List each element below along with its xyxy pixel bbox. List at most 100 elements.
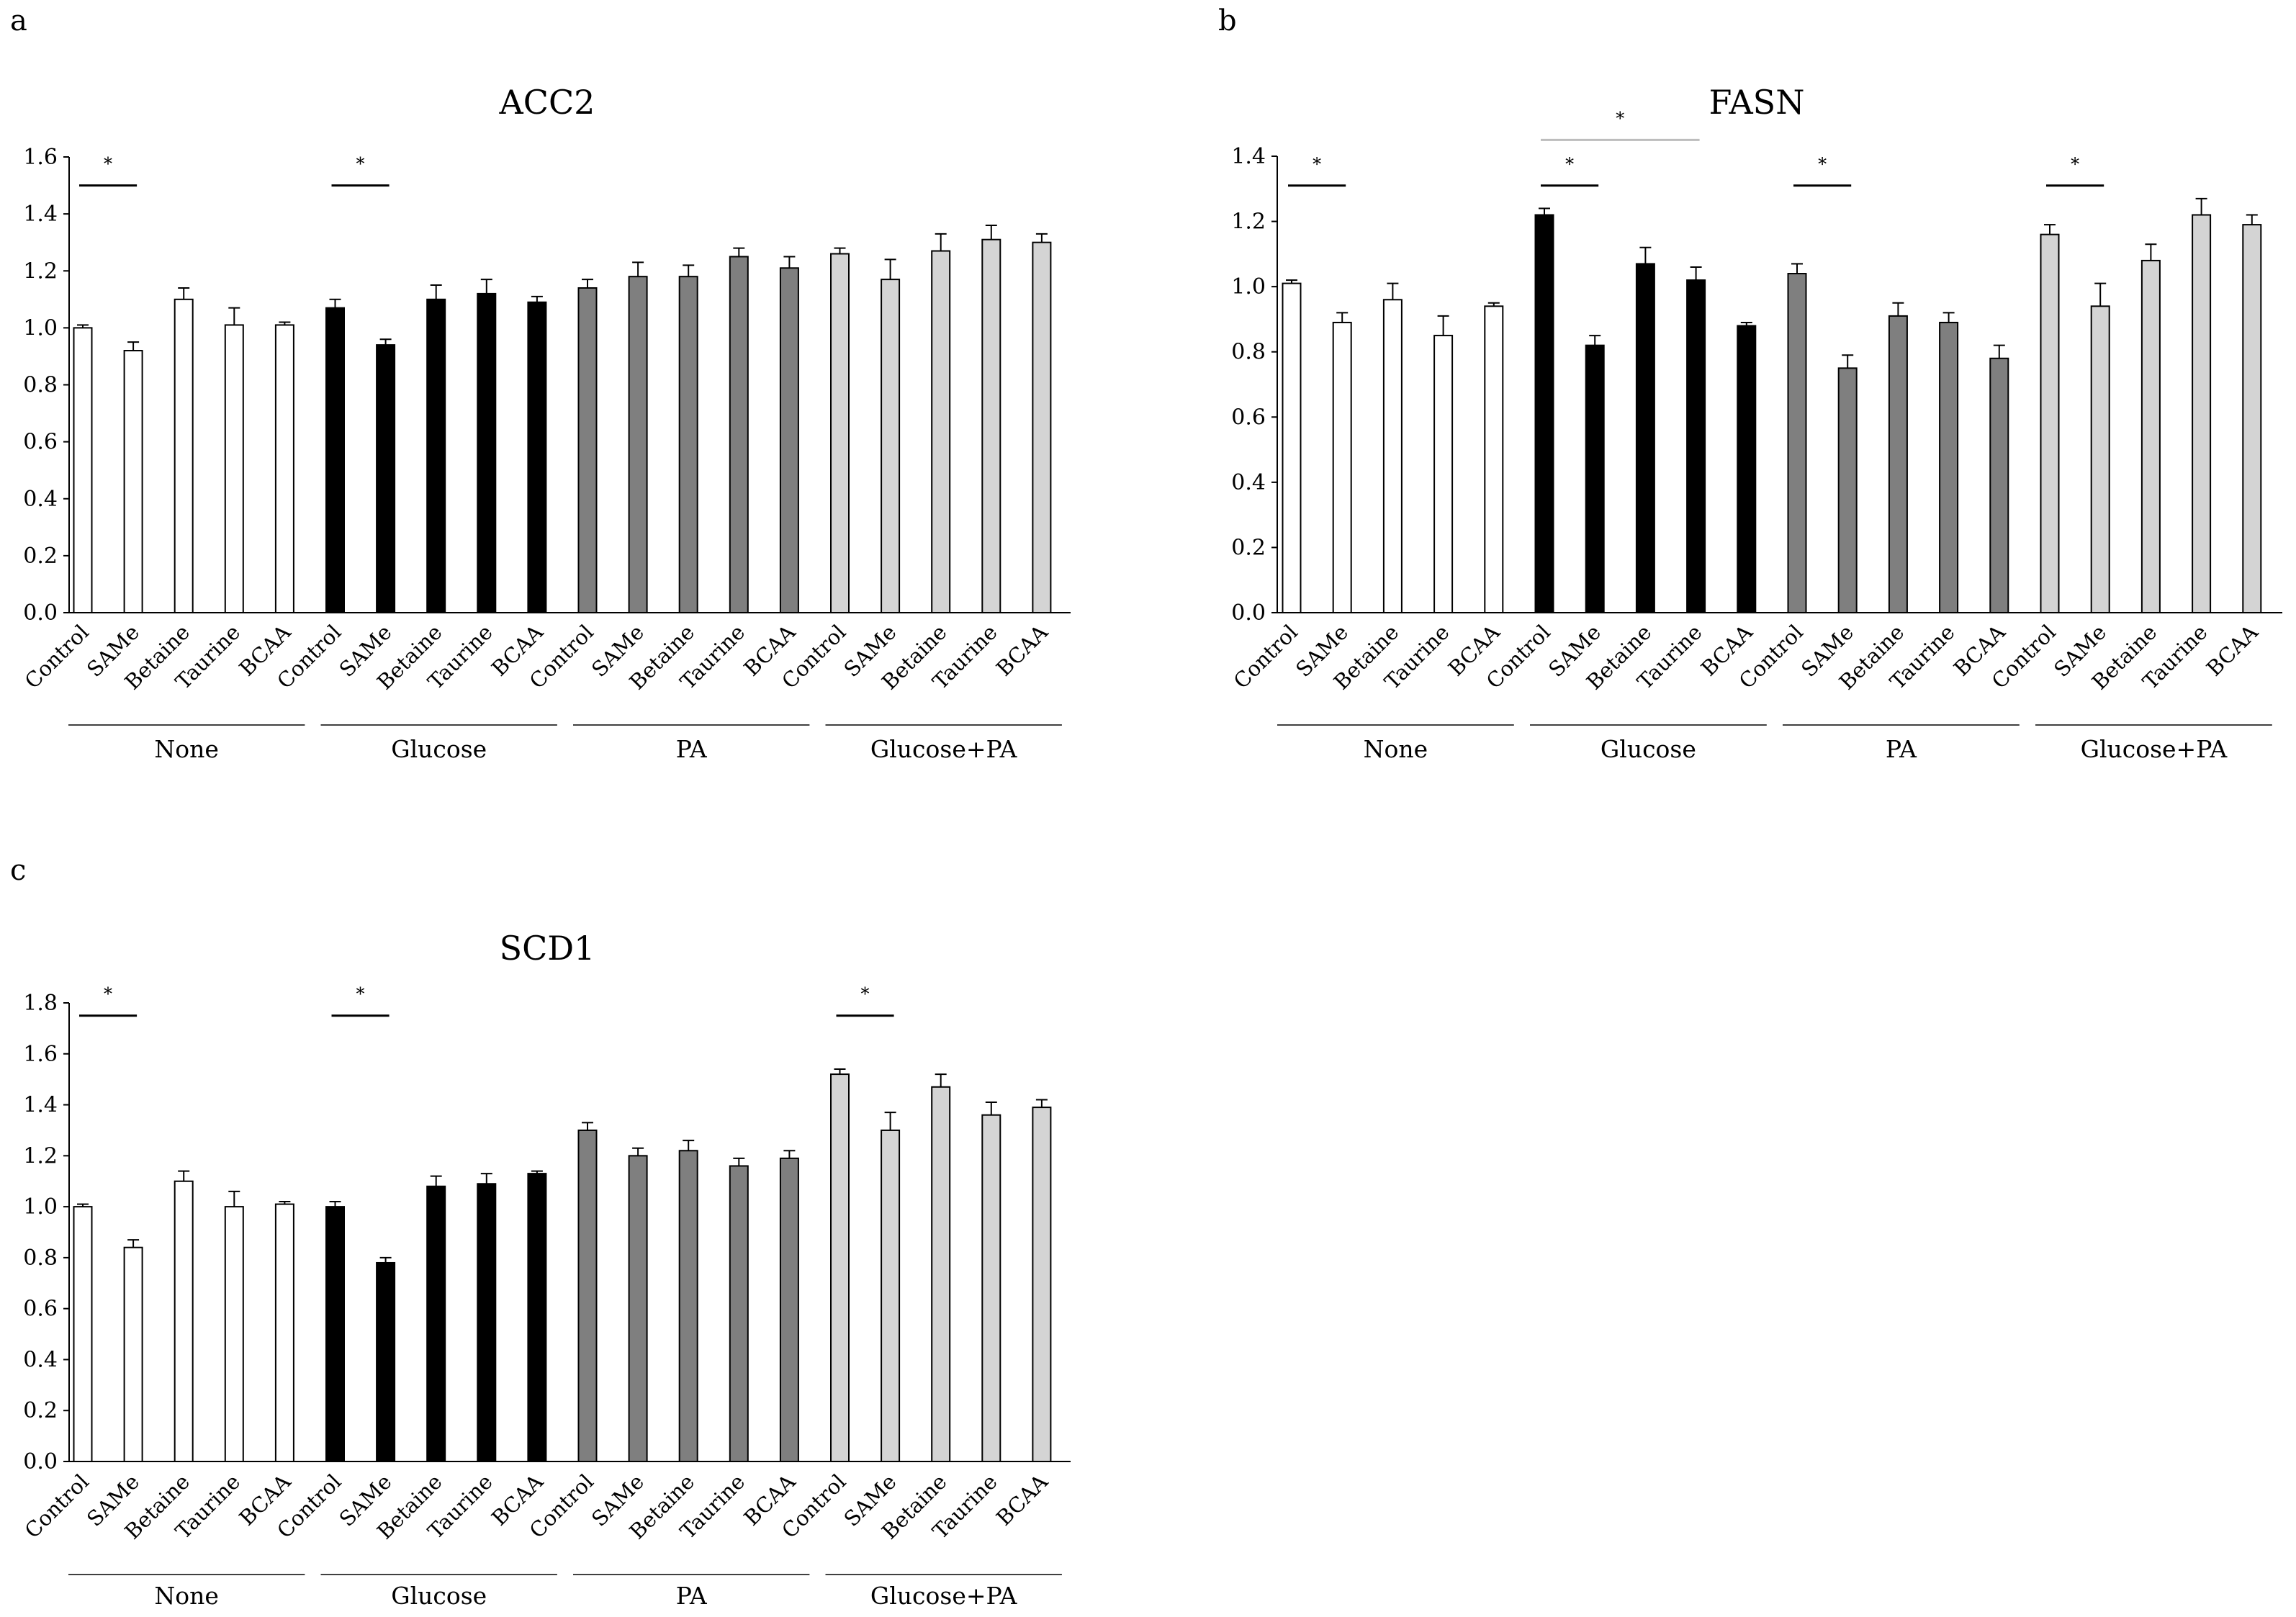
bar bbox=[1032, 1107, 1052, 1463]
bar bbox=[2090, 305, 2110, 613]
bar bbox=[426, 298, 446, 613]
bar bbox=[881, 279, 901, 613]
bar bbox=[1433, 335, 1454, 613]
bar bbox=[931, 1086, 951, 1462]
bar bbox=[325, 1206, 345, 1462]
bar bbox=[1888, 315, 1908, 613]
bar bbox=[628, 1155, 648, 1463]
y-tick-label: 0.8 bbox=[23, 1246, 58, 1271]
y-tick-label: 0.2 bbox=[1231, 535, 1266, 560]
bar bbox=[678, 276, 698, 613]
bar bbox=[1534, 214, 1554, 613]
y-tick-label: 1.2 bbox=[23, 258, 58, 284]
bar bbox=[729, 1165, 749, 1462]
bar bbox=[174, 1180, 194, 1462]
bar bbox=[73, 1206, 93, 1462]
y-tick-label: 0.2 bbox=[23, 544, 58, 569]
significance-star: * bbox=[1565, 154, 1574, 174]
y-tick-label: 0.2 bbox=[23, 1398, 58, 1423]
bar bbox=[1382, 299, 1403, 613]
bar bbox=[1032, 241, 1052, 613]
bar bbox=[1787, 273, 1807, 613]
bar bbox=[729, 256, 749, 613]
bar bbox=[830, 1073, 850, 1462]
bar bbox=[2040, 233, 2060, 613]
panel-letter: a bbox=[10, 4, 27, 37]
bar bbox=[678, 1150, 698, 1463]
group-label: None bbox=[154, 735, 219, 763]
category-label: BCAA bbox=[991, 619, 1053, 681]
bar bbox=[1939, 321, 1959, 613]
category-label: BCAA bbox=[991, 1469, 1053, 1531]
y-tick-label: 0.6 bbox=[23, 430, 58, 455]
y-tick-label: 0.4 bbox=[23, 487, 58, 512]
y-tick-label: 0.0 bbox=[23, 1449, 58, 1474]
y-tick-label: 1.2 bbox=[23, 1143, 58, 1168]
chart-b: bFASN0.00.20.40.60.81.01.21.4ControlSAMe… bbox=[1218, 4, 2282, 763]
bar bbox=[1837, 367, 1858, 613]
chart-title: ACC2 bbox=[499, 83, 595, 122]
y-tick-label: 0.4 bbox=[23, 1347, 58, 1372]
chart-a: aACC20.00.20.40.60.81.01.21.41.6ControlS… bbox=[10, 4, 1071, 763]
group-label: None bbox=[154, 1582, 219, 1610]
bar bbox=[224, 324, 244, 613]
bar bbox=[931, 250, 951, 613]
bar bbox=[2242, 224, 2262, 614]
bar bbox=[73, 327, 93, 613]
bar bbox=[477, 292, 497, 613]
y-tick-label: 0.0 bbox=[1231, 600, 1266, 626]
group-label: Glucose+PA bbox=[870, 735, 1018, 763]
y-tick-label: 1.2 bbox=[1231, 210, 1266, 235]
bar bbox=[426, 1185, 446, 1463]
bar bbox=[1635, 263, 1655, 613]
bar bbox=[527, 1173, 547, 1463]
bar bbox=[981, 238, 1001, 613]
bar bbox=[1332, 321, 1352, 613]
group-label: PA bbox=[1886, 735, 1917, 763]
group-label: Glucose bbox=[391, 1582, 487, 1610]
significance-star: * bbox=[1818, 154, 1827, 174]
bar bbox=[325, 307, 345, 613]
category-label: Control bbox=[20, 620, 94, 693]
bar bbox=[779, 267, 799, 613]
y-tick-label: 0.8 bbox=[23, 373, 58, 398]
bar bbox=[577, 1129, 598, 1462]
bar bbox=[628, 276, 648, 613]
chart-title: SCD1 bbox=[500, 929, 595, 968]
bar bbox=[577, 287, 598, 613]
significance-star: * bbox=[1616, 108, 1624, 128]
bar bbox=[376, 1261, 396, 1462]
y-tick-label: 0.8 bbox=[1231, 340, 1266, 365]
bar bbox=[779, 1157, 799, 1462]
bar bbox=[477, 1183, 497, 1462]
bar bbox=[2192, 214, 2212, 613]
bar bbox=[830, 253, 850, 613]
bar bbox=[376, 344, 396, 613]
group-label: PA bbox=[676, 735, 708, 763]
bar bbox=[274, 324, 294, 613]
bar bbox=[1737, 325, 1757, 613]
chart-c: c SCD1 0.0 0.2 0.4 0.6 0.8 1.0 1.2 1.4 1.6 1.8 Contr… bbox=[10, 854, 1071, 1610]
y-tick-label: 1.8 bbox=[23, 991, 58, 1016]
significance-star: * bbox=[2071, 154, 2079, 174]
bar bbox=[1989, 357, 2009, 613]
significance-star: * bbox=[356, 154, 365, 174]
bar bbox=[274, 1203, 294, 1463]
bar bbox=[981, 1114, 1001, 1462]
bar bbox=[1686, 279, 1706, 613]
y-tick-label: 1.4 bbox=[23, 202, 58, 227]
y-tick-label: 1.0 bbox=[23, 315, 58, 341]
panel-letter: c bbox=[10, 854, 26, 887]
y-tick-label: 0.0 bbox=[23, 600, 58, 626]
category-label: Control bbox=[1229, 620, 1302, 693]
y-tick-label: 0.6 bbox=[23, 1297, 58, 1322]
y-tick-label: 1.4 bbox=[1231, 144, 1266, 169]
group-label: Glucose bbox=[391, 735, 487, 763]
category-label: Control bbox=[20, 1469, 94, 1543]
y-tick-label: 0.4 bbox=[1231, 470, 1266, 495]
y-tick-label: 0.6 bbox=[1231, 405, 1266, 430]
bar bbox=[1282, 282, 1302, 613]
bar bbox=[123, 1246, 143, 1462]
bar bbox=[2140, 259, 2161, 613]
y-tick-label: 1.6 bbox=[23, 145, 58, 170]
